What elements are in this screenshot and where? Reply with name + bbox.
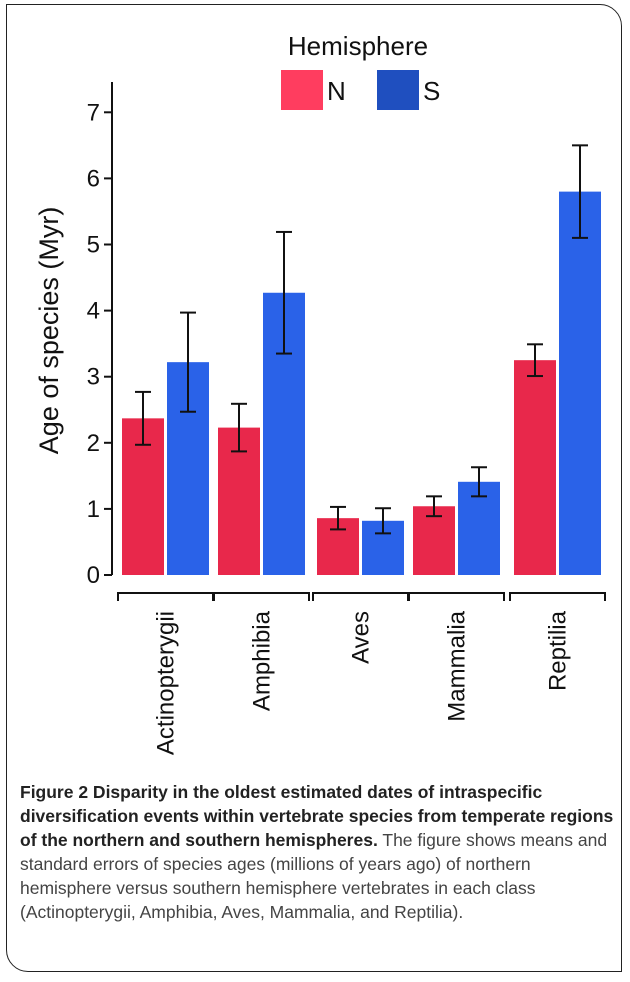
- caption-body: The figure shows means and standard erro…: [20, 830, 608, 922]
- category-bracket: [213, 592, 310, 601]
- legend-swatch-n: [281, 70, 323, 110]
- y-tick-label: 0: [87, 562, 100, 589]
- figure-frame: [6, 4, 622, 972]
- x-tick-label: Aves: [348, 611, 375, 664]
- legend-label-n: N: [327, 76, 346, 106]
- y-tick-label: 2: [87, 430, 100, 457]
- y-tick-label: 1: [87, 496, 100, 523]
- y-tick-label: 4: [87, 298, 100, 325]
- x-tick-label: Amphibia: [249, 610, 276, 711]
- category-bracket: [312, 592, 409, 601]
- y-tick-label: 7: [87, 99, 100, 126]
- caption-title: Figure 2 Disparity in the oldest estimat…: [20, 782, 614, 850]
- bar-n-mammalia: [413, 506, 455, 575]
- bar-n-reptilia: [514, 360, 556, 575]
- figure-caption: Figure 2 Disparity in the oldest estimat…: [20, 780, 616, 924]
- y-tick-label: 6: [87, 165, 100, 192]
- bar-chart: 0 1 2 3 4 5 6 7 Age of species (Myr) Actinopteryg…: [34, 31, 606, 755]
- category-bracket: [408, 592, 505, 601]
- x-tick-label: Actinopterygii: [153, 611, 180, 755]
- y-axis-label: Age of species (Myr): [34, 207, 64, 455]
- y-tick-label: 3: [87, 364, 100, 391]
- legend-title: Hemisphere: [288, 31, 428, 61]
- bar-s-reptilia: [559, 191, 601, 575]
- category-bracket: [509, 592, 606, 601]
- category-bracket: [117, 592, 214, 601]
- legend-swatch-s: [377, 70, 419, 110]
- x-tick-label: Mammalia: [444, 610, 471, 721]
- legend-label-s: S: [423, 76, 440, 106]
- y-tick-label: 5: [87, 232, 100, 259]
- x-tick-label: Reptilia: [545, 610, 572, 691]
